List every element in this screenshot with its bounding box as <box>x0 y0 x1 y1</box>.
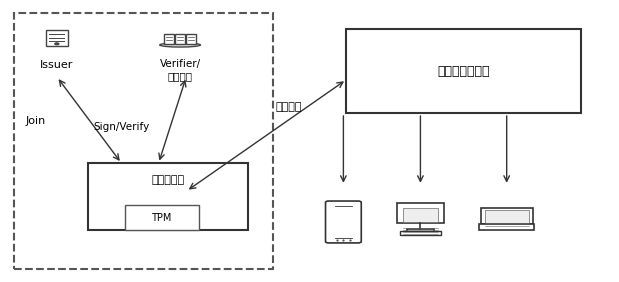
FancyBboxPatch shape <box>397 203 444 223</box>
Text: Join: Join <box>25 116 45 126</box>
Text: TPM: TPM <box>152 213 172 223</box>
FancyBboxPatch shape <box>480 208 533 224</box>
FancyBboxPatch shape <box>326 201 361 243</box>
FancyBboxPatch shape <box>400 231 441 235</box>
Circle shape <box>55 43 59 45</box>
FancyBboxPatch shape <box>407 229 435 233</box>
Ellipse shape <box>160 43 201 47</box>
Text: 业务数据: 业务数据 <box>275 102 302 113</box>
Text: Sign/Verify: Sign/Verify <box>93 122 150 132</box>
Text: Issuer: Issuer <box>40 60 74 70</box>
FancyBboxPatch shape <box>186 34 196 44</box>
Text: Verifier/
拟态模块: Verifier/ 拟态模块 <box>160 59 201 81</box>
Text: 物联网设备: 物联网设备 <box>151 175 184 185</box>
Text: 远程数据服务器: 远程数据服务器 <box>437 65 490 78</box>
FancyBboxPatch shape <box>347 29 581 113</box>
FancyBboxPatch shape <box>88 163 248 230</box>
FancyBboxPatch shape <box>175 34 185 44</box>
FancyBboxPatch shape <box>485 210 529 224</box>
FancyBboxPatch shape <box>46 30 68 45</box>
FancyBboxPatch shape <box>164 34 174 44</box>
FancyBboxPatch shape <box>480 224 534 230</box>
FancyBboxPatch shape <box>124 205 199 230</box>
FancyBboxPatch shape <box>403 208 438 222</box>
